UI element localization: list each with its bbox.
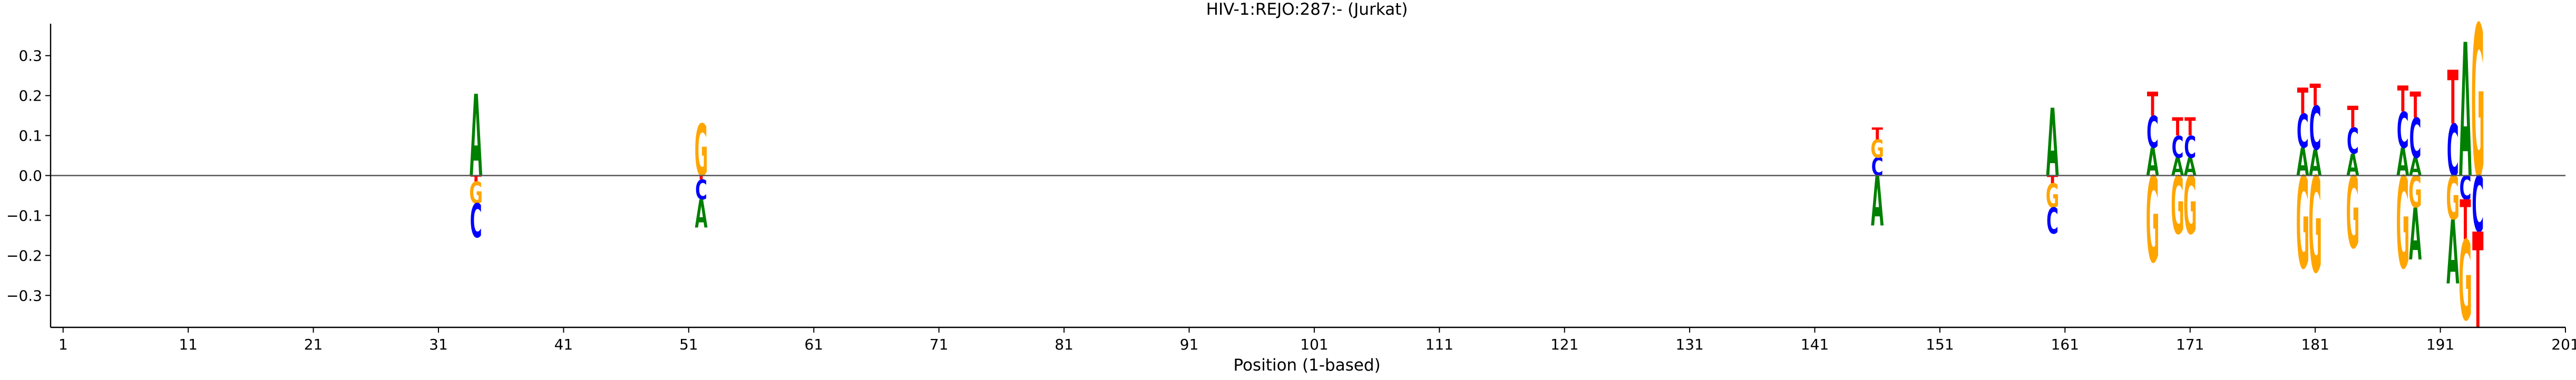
x-tick-label: 141 — [1801, 336, 1829, 353]
logo-letter-T: T — [2447, 55, 2458, 141]
logo-letter-G: G — [2171, 160, 2184, 253]
logo-letter-T: T — [2347, 99, 2359, 135]
logo-letter-G: G — [2471, 0, 2485, 225]
y-tick-label: 0.2 — [18, 87, 42, 105]
x-tick-label: 11 — [179, 336, 198, 353]
logo-letter-T: T — [696, 175, 707, 181]
logo-letter-C: C — [695, 175, 707, 207]
y-tick-label: −0.3 — [6, 287, 42, 304]
logo-letter-A: A — [2346, 147, 2359, 183]
x-tick-label: 51 — [679, 336, 698, 353]
y-axis-ticks: −0.3 −0.2 −0.1 0.0 0.1 0.2 0.3 — [6, 47, 51, 304]
logo-letter-T: T — [2172, 113, 2183, 142]
logo-letter-A: A — [695, 193, 708, 237]
logo-letter-C: C — [2447, 110, 2459, 193]
logo-letter-A: A — [2296, 141, 2309, 185]
logo-letter-G: G — [2458, 218, 2472, 346]
x-tick-label: 171 — [2176, 336, 2204, 353]
logo-letter-G: G — [1870, 135, 1884, 164]
y-tick-label: 0.3 — [18, 47, 42, 65]
logo-letter-C: C — [2172, 129, 2184, 165]
y-tick-label: −0.2 — [6, 247, 42, 264]
chart-title: HIV-1:REJO:287:- (Jurkat) — [1206, 0, 1408, 19]
y-tick-label: 0.1 — [18, 127, 42, 145]
logo-letter-C: C — [2297, 104, 2309, 159]
x-tick-label: 21 — [304, 336, 323, 353]
logo-letter-T: T — [2047, 174, 2058, 186]
x-tick-label: 201 — [2551, 336, 2576, 353]
logo-letter-T: T — [2460, 189, 2471, 253]
logo-letter-G: G — [469, 175, 483, 211]
x-tick-label: 111 — [1426, 336, 1453, 353]
x-axis-ticks: 1 11 21 31 41 51 61 71 81 91 101 111 121 131 141 151 161… — [58, 327, 2576, 353]
logo-letter-A: A — [2171, 153, 2184, 182]
logo-letter-C: C — [2472, 160, 2484, 249]
logo-letter-T: T — [471, 174, 482, 183]
logo-letter-C: C — [2347, 121, 2359, 162]
x-axis-label: Position (1-based) — [1233, 356, 1380, 375]
logo-letter-G: G — [2308, 149, 2322, 302]
logo-letter-A: A — [2459, 6, 2472, 219]
logo-letter-C: C — [2409, 108, 2422, 172]
logo-letter-G: G — [2296, 152, 2310, 298]
x-tick-label: 81 — [1055, 336, 1074, 353]
logo-letter-C: C — [2397, 102, 2409, 159]
logo-letter-G: G — [2046, 177, 2060, 215]
logo-letter-C: C — [1871, 153, 1884, 182]
logo-letter-T: T — [2397, 79, 2408, 120]
x-tick-label: 181 — [2301, 336, 2329, 353]
x-tick-label: 91 — [1180, 336, 1199, 353]
x-tick-label: 101 — [1300, 336, 1328, 353]
logo-letter-G: G — [2346, 156, 2360, 271]
logo-letter-A: A — [2396, 141, 2409, 185]
logo-letter-G: G — [695, 110, 708, 193]
x-tick-label: 1 — [58, 336, 68, 353]
logo-letter-T: T — [1872, 125, 1884, 144]
logo-letter-G: G — [2146, 152, 2160, 289]
logo-letter-C: C — [470, 194, 482, 248]
x-tick-label: 61 — [804, 336, 823, 353]
logo-letter-A: A — [2409, 194, 2422, 277]
x-tick-label: 121 — [1550, 336, 1578, 353]
logo-letter-T: T — [2297, 81, 2308, 122]
logo-letter-A: A — [2046, 89, 2059, 197]
logo-letter-T: T — [2310, 77, 2321, 113]
logo-letter-A: A — [1871, 163, 1884, 242]
x-tick-label: 41 — [554, 336, 573, 353]
y-tick-label: 0.0 — [18, 167, 42, 185]
x-tick-label: 161 — [2051, 336, 2079, 353]
x-tick-label: 131 — [1675, 336, 1703, 353]
logo-letter-C: C — [2460, 169, 2472, 207]
logo-letter-T: T — [2409, 85, 2421, 126]
logo-letter-A: A — [2309, 143, 2321, 184]
logo-letter-T: T — [2472, 205, 2483, 358]
x-tick-label: 31 — [429, 336, 448, 353]
logo-letter-A: A — [2184, 153, 2197, 182]
logo-letter-C: C — [2146, 107, 2159, 158]
logo-letter-G: G — [2396, 152, 2410, 298]
logo-letter-C: C — [2184, 129, 2196, 165]
logo-letter-C: C — [2046, 201, 2058, 242]
logo-letter-A: A — [2446, 203, 2459, 305]
x-tick-label: 71 — [930, 336, 949, 353]
logo-letter-C: C — [2309, 94, 2321, 164]
logo-letter-G: G — [2183, 160, 2197, 253]
logo-letter-A: A — [2146, 141, 2159, 185]
logo-letter-A: A — [470, 72, 482, 202]
y-tick-label: −0.1 — [6, 207, 42, 224]
logo-letter-A: A — [2409, 153, 2422, 182]
logo-letter-T: T — [2184, 113, 2196, 142]
x-tick-label: 191 — [2426, 336, 2454, 353]
x-tick-label: 151 — [1926, 336, 1954, 353]
logo-letter-T: T — [2147, 85, 2159, 123]
